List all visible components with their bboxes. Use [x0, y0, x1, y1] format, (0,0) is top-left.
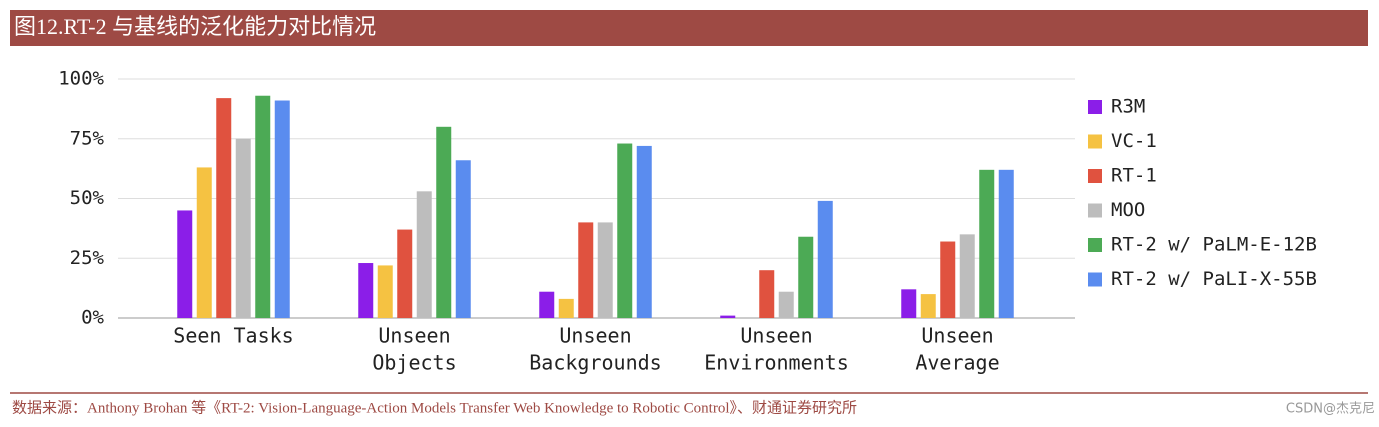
bar [578, 222, 594, 318]
x-tick-label: Seen Tasks [173, 324, 293, 348]
bar [358, 263, 374, 318]
bar [959, 234, 975, 318]
bar [817, 200, 833, 318]
x-tick-label: Unseen [921, 324, 993, 348]
bar [177, 210, 193, 318]
y-tick-label: 100% [58, 68, 104, 90]
bar [979, 169, 995, 318]
x-tick-label: Environments [704, 351, 849, 375]
legend-swatch [1088, 134, 1102, 149]
x-tick-label: Unseen [559, 324, 631, 348]
bar [436, 126, 452, 318]
bar [636, 145, 652, 318]
bar [274, 100, 290, 318]
y-tick-label: 75% [70, 127, 105, 149]
watermark: CSDN@杰克尼 [1286, 402, 1375, 417]
bar [416, 191, 432, 318]
legend-swatch [1088, 272, 1102, 287]
legend-swatch [1088, 169, 1102, 183]
legend-label: R3M [1111, 96, 1145, 118]
legend-swatch [1088, 238, 1102, 252]
legend-label: RT-2 w/ PaLI-X-55B [1111, 268, 1317, 290]
bar [597, 222, 613, 318]
y-tick-label: 25% [70, 247, 105, 269]
x-tick-label: Average [915, 351, 999, 375]
y-tick-label: 0% [81, 307, 104, 329]
legend-label: VC-1 [1111, 130, 1157, 152]
bar [397, 229, 413, 318]
bar [377, 265, 393, 318]
bar [558, 298, 574, 318]
legend-swatch [1088, 203, 1102, 218]
x-tick-label: Unseen [378, 324, 450, 348]
legend-label: MOO [1111, 199, 1145, 221]
legend-label: RT-1 [1111, 165, 1157, 187]
bar [216, 98, 232, 319]
header-title: 图12.RT-2 与基线的泛化能力对比情况 [14, 14, 376, 39]
bar [759, 270, 775, 318]
bar [920, 294, 936, 318]
bar [539, 291, 555, 318]
bar [196, 167, 212, 318]
bar [255, 95, 271, 318]
bar [720, 315, 736, 318]
bar [778, 291, 794, 318]
header-bar [10, 10, 1368, 46]
bar [901, 289, 917, 318]
bar [998, 169, 1014, 318]
x-tick-label: Objects [372, 351, 456, 375]
bar [235, 138, 251, 318]
bar [940, 241, 956, 318]
bar [798, 236, 814, 318]
y-tick-label: 50% [70, 187, 105, 209]
x-tick-label: Backgrounds [529, 351, 661, 375]
bar [617, 143, 633, 318]
footer-source: 数据来源：Anthony Brohan 等《RT-2: Vision-Langu… [12, 398, 857, 416]
x-tick-label: Unseen [740, 324, 812, 348]
legend-swatch [1088, 100, 1102, 114]
bar [455, 160, 471, 318]
legend-label: RT-2 w/ PaLM-E-12B [1111, 234, 1317, 256]
